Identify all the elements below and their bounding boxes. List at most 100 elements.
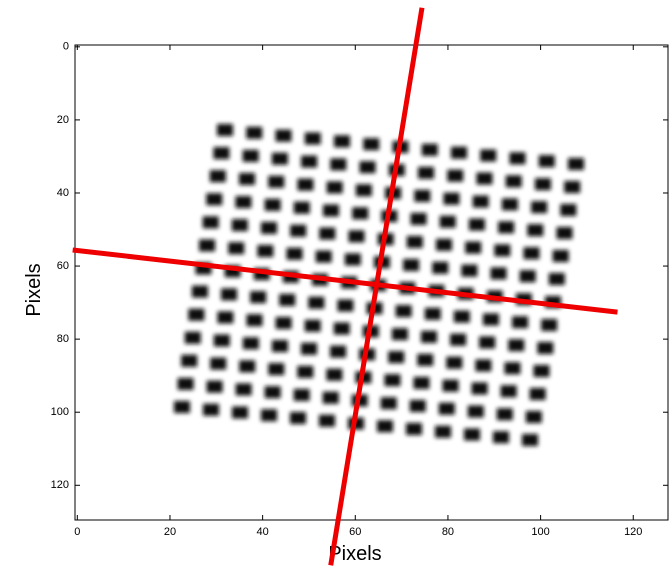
dot — [327, 181, 343, 193]
dot — [228, 242, 244, 254]
dot — [498, 221, 514, 233]
dot — [323, 392, 339, 404]
dot — [534, 365, 550, 377]
dot — [472, 382, 488, 394]
dot — [502, 198, 518, 210]
dot — [475, 359, 491, 371]
dot — [261, 222, 277, 234]
dot — [450, 334, 466, 346]
page: Pixels Pixels 02040608010012002040608010… — [0, 0, 672, 572]
dot — [199, 239, 215, 251]
dot — [454, 311, 470, 323]
dot — [381, 397, 397, 409]
dot — [352, 207, 368, 219]
dot — [301, 343, 317, 355]
dot — [272, 340, 288, 352]
dot — [349, 230, 365, 242]
dot — [316, 251, 332, 263]
dot — [421, 331, 437, 343]
dot — [239, 360, 255, 372]
x-tick-label: 40 — [257, 526, 269, 538]
dot — [469, 219, 485, 231]
dot — [217, 311, 233, 323]
dot — [504, 362, 520, 374]
dot — [206, 193, 222, 205]
dot — [345, 253, 361, 265]
dot — [506, 175, 522, 187]
dot — [308, 297, 324, 309]
dot — [422, 144, 438, 156]
dot — [210, 170, 226, 182]
y-tick-label: 60 — [57, 260, 69, 272]
dot — [406, 423, 422, 435]
dot — [483, 313, 499, 325]
dot — [360, 161, 376, 173]
x-tick-label: 100 — [531, 526, 549, 538]
dot — [494, 244, 510, 256]
dot — [473, 196, 489, 208]
dot — [443, 380, 459, 392]
dot — [553, 250, 569, 262]
dot — [363, 138, 379, 150]
dot — [384, 374, 400, 386]
dot — [527, 224, 543, 236]
dot — [210, 358, 226, 370]
dot — [290, 412, 306, 424]
dot — [410, 400, 426, 412]
dot — [301, 156, 317, 168]
dot — [297, 179, 313, 191]
dot — [497, 408, 513, 420]
dot — [243, 150, 259, 162]
dot — [334, 135, 350, 147]
dot — [188, 309, 204, 321]
dot — [305, 133, 321, 145]
dot — [213, 147, 229, 159]
dot — [323, 205, 339, 217]
dot — [493, 431, 509, 443]
dot — [246, 127, 262, 139]
dot — [436, 239, 452, 251]
dot — [207, 381, 223, 393]
y-tick-label: 120 — [51, 479, 69, 491]
dot — [435, 426, 451, 438]
dot — [203, 404, 219, 416]
dot — [257, 245, 273, 257]
dot — [203, 216, 219, 228]
dot — [557, 227, 573, 239]
dot — [425, 308, 441, 320]
dot — [330, 346, 346, 358]
dot — [265, 199, 281, 211]
dot — [337, 300, 353, 312]
dot — [568, 158, 584, 170]
dot — [465, 242, 481, 254]
dot — [232, 219, 248, 231]
dot — [178, 378, 194, 390]
dot — [247, 314, 263, 326]
dot — [319, 228, 335, 240]
x-tick-label: 120 — [624, 526, 642, 538]
dot — [541, 319, 557, 331]
dot — [279, 294, 295, 306]
y-tick-label: 80 — [57, 333, 69, 345]
dot — [526, 411, 542, 423]
dot — [294, 202, 310, 214]
dot — [235, 196, 251, 208]
chart: Pixels Pixels 02040608010012002040608010… — [0, 0, 672, 572]
dot — [214, 335, 230, 347]
dot — [221, 288, 237, 300]
dot — [181, 355, 197, 367]
dot — [411, 213, 427, 225]
dot — [305, 320, 321, 332]
dot — [334, 323, 350, 335]
y-tick-label: 40 — [57, 187, 69, 199]
dot — [539, 155, 555, 167]
dot — [520, 270, 536, 282]
dot — [564, 181, 580, 193]
dot — [522, 434, 538, 446]
dot — [414, 190, 430, 202]
dot — [531, 201, 547, 213]
dot — [461, 265, 477, 277]
dot — [501, 385, 517, 397]
dot — [388, 351, 404, 363]
dot — [491, 267, 507, 279]
